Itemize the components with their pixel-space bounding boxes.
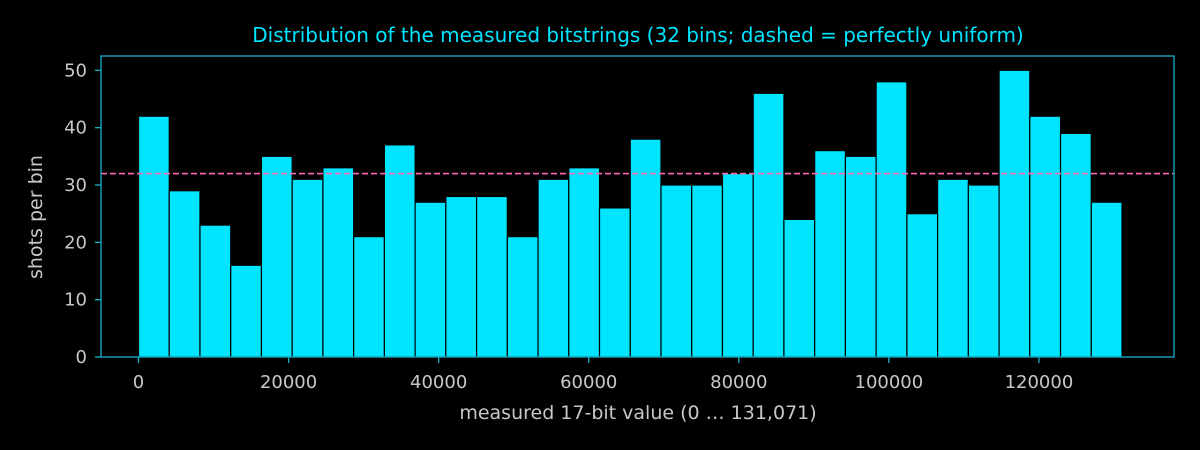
x-axis-label: measured 17-bit value (0 … 131,071) (459, 402, 816, 424)
histogram-bar (629, 138, 662, 358)
histogram-bar (260, 155, 293, 358)
histogram-bar (353, 236, 385, 358)
bars-layer (137, 69, 1123, 358)
histogram-bar (598, 207, 631, 358)
x-tick-label: 120000 (1005, 372, 1074, 393)
y-axis-label: shots per bin (25, 155, 47, 279)
x-tick-label: 100000 (855, 372, 924, 393)
histogram-bar (322, 167, 355, 358)
histogram-bar (783, 218, 816, 358)
histogram-bar (998, 69, 1031, 358)
histogram-bar (1059, 132, 1092, 358)
y-tick-label: 0 (76, 347, 87, 368)
histogram-bar (814, 150, 847, 358)
histogram-bar (475, 195, 508, 358)
x-tick-label: 40000 (410, 372, 467, 393)
histogram-bar (906, 213, 939, 358)
histogram-bar (875, 81, 908, 358)
histogram-bar (1029, 115, 1062, 358)
x-tick-label: 0 (133, 372, 144, 393)
histogram-bar (660, 184, 693, 358)
x-axis-ticks: 0 20000 40000 60000 80000 100000 120000 (133, 357, 1074, 393)
y-tick-label: 40 (64, 118, 87, 139)
histogram-bar (137, 115, 170, 358)
plot-frame (100, 55, 1175, 358)
chart-title: Distribution of the measured bitstrings … (252, 23, 1023, 47)
x-tick-label: 60000 (560, 372, 617, 393)
y-tick-label: 30 (64, 175, 87, 196)
histogram-bar (291, 178, 324, 358)
histogram-bar (568, 167, 601, 358)
histogram-bar (844, 155, 877, 358)
histogram-bar (383, 144, 416, 358)
histogram-bar (537, 178, 570, 358)
histogram-bar (199, 224, 232, 358)
histogram-bar (168, 190, 201, 358)
histogram-bar (691, 184, 724, 358)
y-axis-ticks: 0 10 20 30 40 50 (64, 60, 101, 368)
histogram-bar (752, 92, 785, 358)
histogram-bar (445, 195, 478, 358)
histogram-bar (967, 184, 1000, 358)
y-tick-label: 20 (64, 232, 87, 253)
histogram-bar (506, 236, 539, 358)
y-tick-label: 10 (64, 290, 87, 311)
x-tick-label: 20000 (260, 372, 317, 393)
histogram-bar (1090, 201, 1123, 358)
x-tick-label: 80000 (710, 372, 767, 393)
histogram-bar (721, 172, 754, 358)
histogram-bar (937, 178, 969, 358)
y-tick-label: 50 (64, 60, 87, 81)
histogram-bar (414, 201, 447, 358)
histogram-bar (230, 264, 263, 358)
